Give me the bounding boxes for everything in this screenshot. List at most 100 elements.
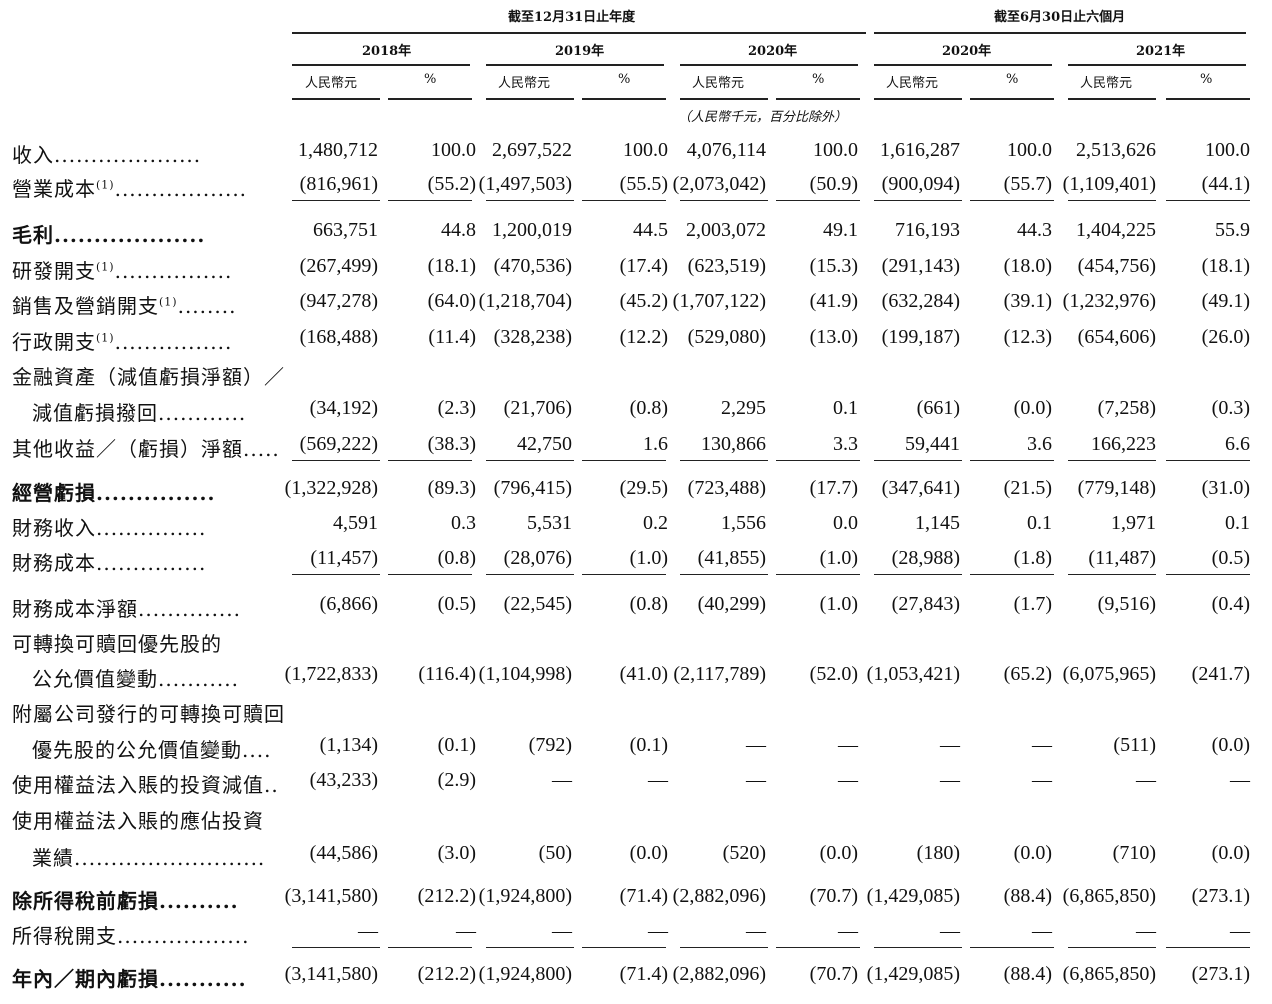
table-cell: (1.8) — [1013, 547, 1052, 569]
table-cell: (1,497,503) — [478, 173, 572, 195]
table-cell: (212.2) — [417, 963, 476, 985]
table-cell: (470,536) — [493, 255, 572, 277]
col-header-rmb: 人民幣元 — [692, 76, 745, 91]
table-cell: (89.3) — [427, 477, 476, 499]
subtotal-rule — [680, 460, 768, 461]
table-cell: (34,192) — [309, 397, 378, 419]
leader-dots: ..... — [243, 437, 280, 461]
subtotal-rule — [680, 947, 768, 948]
table-cell: (11.4) — [428, 326, 476, 348]
row-label-text: 公允價值變動 — [32, 667, 158, 691]
table-cell: (796,415) — [493, 477, 572, 499]
row-label-text: 減值虧損撥回 — [32, 401, 158, 425]
leader-dots: .......... — [159, 889, 239, 913]
table-cell: (291,143) — [881, 255, 960, 277]
subtotal-rule — [874, 574, 962, 575]
col-header-rule — [970, 98, 1054, 100]
table-cell: (6,865,850) — [1062, 963, 1156, 985]
table-cell: (0.8) — [629, 397, 668, 419]
table-cell: (632,284) — [881, 290, 960, 312]
table-cell: (1,924,800) — [478, 963, 572, 985]
subtotal-rule — [292, 460, 380, 461]
table-cell: (6,865,850) — [1062, 885, 1156, 907]
table-cell: 1,480,712 — [298, 139, 378, 161]
row-label: 業績.......................... — [32, 842, 265, 871]
subtotal-rule — [1166, 947, 1250, 948]
table-cell: (1,109,401) — [1062, 173, 1156, 195]
table-cell: (569,222) — [299, 433, 378, 455]
row-label-text: 使用權益法入賬的投資減值 — [12, 773, 264, 797]
table-cell: 0.0 — [833, 512, 858, 534]
row-label-text: 所得稅開支 — [12, 924, 117, 948]
col-header-rule — [292, 98, 380, 100]
table-cell: (88.4) — [1003, 885, 1052, 907]
col-header-rule — [582, 98, 666, 100]
subtotal-rule — [292, 947, 380, 948]
row-label-text: 可轉換可贖回優先股的 — [12, 632, 222, 656]
col-header-rule — [1166, 98, 1250, 100]
table-cell: (273.1) — [1191, 885, 1250, 907]
table-cell: (3,141,580) — [284, 885, 378, 907]
subtotal-rule — [776, 574, 860, 575]
table-cell: (70.7) — [809, 885, 858, 907]
table-cell: (1,924,800) — [478, 885, 572, 907]
table-cell: (71.4) — [619, 885, 668, 907]
table-cell: (50.9) — [809, 173, 858, 195]
table-cell: (0.5) — [1211, 547, 1250, 569]
subtotal-rule — [486, 460, 574, 461]
table-cell: 0.1 — [1225, 512, 1250, 534]
leader-dots: ........ — [177, 294, 237, 318]
subtotal-rule — [874, 200, 962, 201]
table-cell: — — [358, 920, 378, 942]
row-label: 年內／期內虧損........... — [12, 963, 247, 992]
subtotal-rule — [582, 460, 666, 461]
table-cell: 100.0 — [1007, 139, 1052, 161]
table-cell: (1,104,998) — [478, 663, 572, 685]
subtotal-rule — [486, 200, 574, 201]
table-cell: (52.0) — [809, 663, 858, 685]
header-group-rule-1 — [292, 32, 866, 34]
table-cell: 1.6 — [643, 433, 668, 455]
table-cell: (41.9) — [809, 290, 858, 312]
table-cell: (88.4) — [1003, 963, 1052, 985]
year-rule-1 — [292, 64, 470, 66]
subtotal-rule — [970, 574, 1054, 575]
leader-dots: ................ — [114, 330, 233, 354]
year-2021-h1: 2021年 — [1136, 44, 1186, 59]
subtotal-rule — [680, 574, 768, 575]
leader-dots: .................... — [54, 143, 202, 167]
row-label-text: 優先股的公允價值變動 — [32, 738, 242, 762]
table-cell: 2,003,072 — [686, 219, 766, 241]
table-cell: — — [648, 920, 668, 942]
leader-dots: ........... — [158, 667, 239, 691]
table-cell: (816,961) — [299, 173, 378, 195]
table-cell: (0.1) — [629, 734, 668, 756]
row-label: 所得稅開支.................. — [12, 920, 249, 949]
table-cell: (15.3) — [809, 255, 858, 277]
col-header-rule — [1068, 98, 1156, 100]
row-label: 財務收入............... — [12, 512, 206, 541]
footnote-marker: (1) — [159, 295, 178, 309]
table-cell: (1,707,122) — [672, 290, 766, 312]
table-cell: (44,586) — [309, 842, 378, 864]
subtotal-rule — [776, 460, 860, 461]
year-rule-2 — [486, 64, 664, 66]
table-cell: (40,299) — [697, 593, 766, 615]
table-cell: (17.7) — [809, 477, 858, 499]
leader-dots: .... — [242, 738, 272, 762]
table-cell: (12.2) — [619, 326, 668, 348]
table-cell: (241.7) — [1191, 663, 1250, 685]
table-cell: (623,519) — [687, 255, 766, 277]
table-cell: (1,053,421) — [866, 663, 960, 685]
row-label: 金融資產（減值虧損淨額）／ — [12, 361, 285, 390]
table-cell: 2,295 — [721, 397, 766, 419]
row-label: 銷售及營銷開支(1)........ — [12, 290, 236, 319]
table-cell: — — [838, 920, 858, 942]
subtotal-rule — [388, 574, 472, 575]
row-label: 使用權益法入賬的應佔投資 — [12, 805, 264, 834]
table-cell: 59,441 — [905, 433, 960, 455]
table-cell: (1,322,928) — [284, 477, 378, 499]
table-cell: — — [1032, 734, 1052, 756]
year-2020-h1: 2020年 — [942, 44, 992, 59]
col-header-pct: % — [618, 72, 631, 87]
